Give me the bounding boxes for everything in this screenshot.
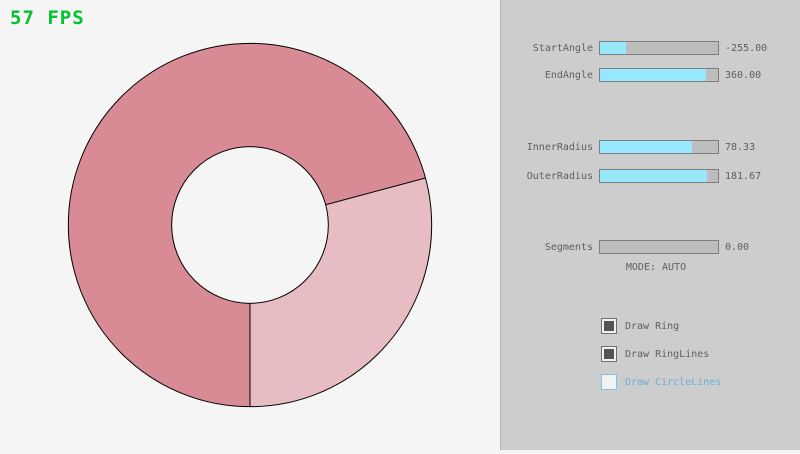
draw-circlelines-checkbox-box[interactable] [601,374,617,390]
fps-counter: 57 FPS [10,7,85,29]
innerradius-value: 78.33 [725,142,756,153]
innerradius-slider[interactable] [599,140,719,154]
startangle-value: -255.00 [725,43,768,54]
innerradius-label: InnerRadius [526,142,593,153]
segments-label: Segments [544,242,593,253]
startangle-slider-fill [600,42,626,54]
draw-ring-checkbox-box[interactable] [601,318,617,334]
endangle-row: EndAngle 360.00 [501,68,800,82]
endangle-label: EndAngle [544,70,593,81]
segments-slider[interactable] [599,240,719,254]
outerradius-row: OuterRadius 181.67 [501,169,800,183]
endangle-slider[interactable] [599,68,719,82]
startangle-row: StartAngle -255.00 [501,41,800,55]
startangle-slider[interactable] [599,41,719,55]
outerradius-slider[interactable] [599,169,719,183]
innerradius-slider-fill [600,141,693,153]
control-panel: StartAngle -255.00 EndAngle 360.00 Inner… [500,0,800,450]
outerradius-label: OuterRadius [526,171,593,182]
outerradius-value: 181.67 [725,171,762,182]
innerradius-row: InnerRadius 78.33 [501,140,800,154]
ring-inner-circle [171,146,329,304]
endangle-value: 360.00 [725,70,762,81]
segments-row: Segments 0.00 [501,240,800,254]
ring-graphic [67,42,433,408]
check-mark [604,321,614,331]
check-mark [604,349,614,359]
outerradius-slider-fill [600,170,708,182]
draw-ring-checkbox-label: Draw Ring [625,321,680,332]
startangle-label: StartAngle [532,43,593,54]
segments-mode-text: MODE: AUTO [625,262,687,273]
endangle-slider-fill [600,69,707,81]
draw-ringlines-checkbox-box[interactable] [601,346,617,362]
draw-ringlines-checkbox-label: Draw RingLines [625,349,710,360]
segments-value: 0.00 [725,242,750,253]
draw-circlelines-checkbox-label: Draw CircleLines [625,377,722,388]
ring-line-start [325,177,426,206]
ring-canvas: 57 FPS [10,7,433,408]
